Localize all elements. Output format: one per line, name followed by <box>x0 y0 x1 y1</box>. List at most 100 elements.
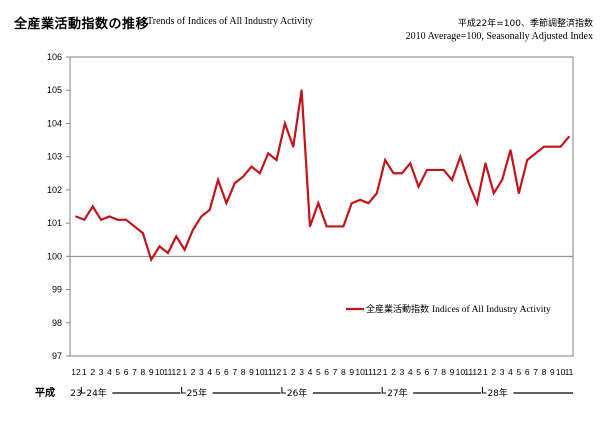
data-point <box>367 202 370 205</box>
data-point <box>141 232 144 234</box>
x-month-label: 4 <box>508 367 513 377</box>
x-month-label: 6 <box>525 367 530 377</box>
data-point <box>417 185 420 188</box>
data-point <box>568 135 570 138</box>
series-line-0 <box>75 90 570 263</box>
plot-frame <box>69 56 574 357</box>
data-point <box>208 208 211 211</box>
y-tick-label: 98 <box>52 318 62 328</box>
data-point <box>400 172 403 175</box>
x-month-label: 4 <box>107 367 112 377</box>
era-year-label: 26年 <box>287 387 307 399</box>
y-tick-label: 101 <box>47 218 62 228</box>
data-point <box>192 228 194 231</box>
x-month-label: 2 <box>191 367 196 377</box>
x-month-label: 6 <box>425 367 430 377</box>
x-month-label: 5 <box>516 367 521 377</box>
x-month-label: 3 <box>99 367 104 377</box>
data-point <box>384 159 387 161</box>
era-prefix-label: 平成 <box>35 386 55 399</box>
x-month-label: 10 <box>456 367 466 377</box>
x-month-label: 5 <box>115 367 120 377</box>
data-point <box>426 169 428 171</box>
x-month-label: 1 <box>383 367 388 377</box>
data-point <box>492 192 495 195</box>
x-month-label: 5 <box>216 367 221 377</box>
y-tick-label: 102 <box>47 185 62 195</box>
x-axis-era-labels: 平成 23 24年 25年 26年 27年 28年 <box>35 386 573 399</box>
data-point <box>509 149 512 151</box>
x-month-label: 9 <box>550 367 555 377</box>
data-point <box>258 172 261 175</box>
x-month-label: 1 <box>182 367 187 377</box>
data-point <box>225 202 228 205</box>
data-point <box>167 252 169 254</box>
data-point <box>526 159 529 161</box>
x-month-label: 7 <box>132 367 137 377</box>
legend-label-en: Indices of All Industry Activity <box>432 304 551 315</box>
x-month-label: 2 <box>291 367 296 377</box>
legend-label-jp: 全産業活動指数 <box>366 303 429 315</box>
x-month-label: 12 <box>272 367 282 377</box>
x-month-label: 3 <box>400 367 405 377</box>
x-month-label: 8 <box>140 367 145 377</box>
data-point <box>350 202 353 205</box>
data-point <box>75 215 77 218</box>
x-axis-month-ticks: 12 1 2 3 4 5 6 7 8 9 10 11 12 1 2 3 4 5 6 7 8 9 10 11 12 1 2 3 4 5 6 7 8… <box>71 367 573 377</box>
data-point <box>133 225 136 228</box>
data-point <box>359 198 362 201</box>
data-point <box>300 89 303 92</box>
data-point <box>501 179 504 181</box>
x-month-label: 9 <box>349 367 354 377</box>
x-month-label: 6 <box>324 367 329 377</box>
x-month-label: 2 <box>391 367 396 377</box>
y-tick-label: 106 <box>47 52 62 62</box>
x-month-label: 12 <box>71 367 81 377</box>
x-month-label: 2 <box>90 367 95 377</box>
era-year-label: 25年 <box>187 387 207 399</box>
x-month-label: 12 <box>372 367 382 377</box>
chart-title-jp: 全産業活動指数の推移 <box>14 17 150 32</box>
data-point <box>275 159 278 161</box>
data-point <box>517 192 520 195</box>
x-month-label: 6 <box>124 367 129 377</box>
x-month-label: 4 <box>408 367 413 377</box>
x-month-label: 8 <box>241 367 246 377</box>
x-month-label: 12 <box>472 367 482 377</box>
y-axis-ticks: 106 105 104 103 102 101 100 99 98 97 <box>47 52 70 361</box>
data-point <box>116 218 119 221</box>
y-tick-label: 104 <box>47 118 62 128</box>
data-point <box>150 258 153 261</box>
x-month-label: 1 <box>82 367 87 377</box>
x-month-label: 10 <box>255 367 265 377</box>
data-point <box>325 225 328 228</box>
x-month-label: 7 <box>232 367 237 377</box>
data-point <box>392 172 395 175</box>
era-bracket-corner <box>281 387 286 394</box>
era-year-label: 27年 <box>387 387 407 399</box>
index-note-en: 2010 Average=100, Seasonally Adjusted In… <box>405 31 593 42</box>
data-point <box>534 152 537 155</box>
x-month-label: 6 <box>224 367 229 377</box>
x-month-label: 11 <box>264 367 273 377</box>
era-bracket-corner <box>80 387 86 394</box>
y-tick-label: 97 <box>52 351 62 361</box>
x-month-label: 3 <box>299 367 304 377</box>
data-point <box>100 218 102 221</box>
data-point <box>476 202 478 205</box>
data-point <box>200 215 203 218</box>
data-point <box>375 192 378 195</box>
era-year-label: 24年 <box>86 387 106 399</box>
era-first-label: 23 <box>70 389 81 399</box>
data-point <box>434 169 437 171</box>
data-point <box>217 179 219 181</box>
x-month-label: 1 <box>483 367 488 377</box>
data-point <box>267 152 270 155</box>
data-point <box>334 225 336 228</box>
y-tick-label: 100 <box>47 251 62 261</box>
x-month-label: 8 <box>341 367 346 377</box>
index-note-jp: 平成22年=100、季節調整済指数 <box>457 19 593 29</box>
x-month-label: 10 <box>155 367 165 377</box>
data-point <box>83 218 86 221</box>
